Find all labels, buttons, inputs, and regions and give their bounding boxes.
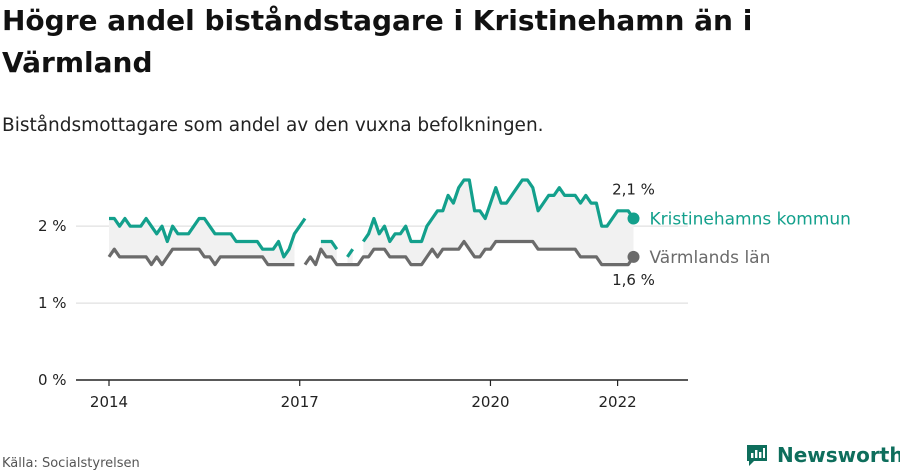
y-tick-label: 2 %	[38, 217, 67, 235]
x-tick-label: 2020	[471, 393, 509, 411]
end-point-varmland	[627, 250, 640, 263]
y-tick-label: 1 %	[38, 294, 67, 312]
legend-label-varmland: Värmlands län	[650, 248, 771, 268]
x-tick-label: 2014	[90, 393, 128, 411]
source-note: Källa: Socialstyrelsen	[2, 456, 140, 471]
newsworthy-logo-icon	[747, 445, 767, 466]
x-tick-label: 2017	[281, 393, 319, 411]
line-chart: 0 % 1 % 2 % 2014 2017 2020 2022 Kristinehamns k…	[38, 178, 851, 411]
x-tick-label: 2022	[599, 393, 637, 411]
series-line-varmland	[107, 239, 635, 267]
axis-layer	[76, 379, 688, 386]
series-layer	[107, 178, 640, 267]
brand-name: Newsworthy	[777, 443, 900, 467]
value-label-varmland: 1,6 %	[612, 271, 655, 289]
difference-band	[109, 180, 634, 265]
series-line-kristinehamn	[109, 178, 635, 259]
chart-subtitle: Biståndsmottagare som andel av den vuxna…	[2, 115, 544, 136]
y-tick-label: 0 %	[38, 371, 67, 389]
label-layer: 0 % 1 % 2 % 2014 2017 2020 2022 Kristinehamns k…	[38, 180, 851, 411]
chart-title: Högre andel biståndstagare i Kristineham…	[2, 4, 753, 79]
newsworthy-logo[interactable]: Newsworthy	[745, 443, 900, 467]
legend-label-kristinehamn: Kristinehamns kommun	[650, 209, 851, 229]
end-point-kristinehamn	[627, 212, 640, 225]
value-label-kristinehamn: 2,1 %	[612, 180, 655, 198]
